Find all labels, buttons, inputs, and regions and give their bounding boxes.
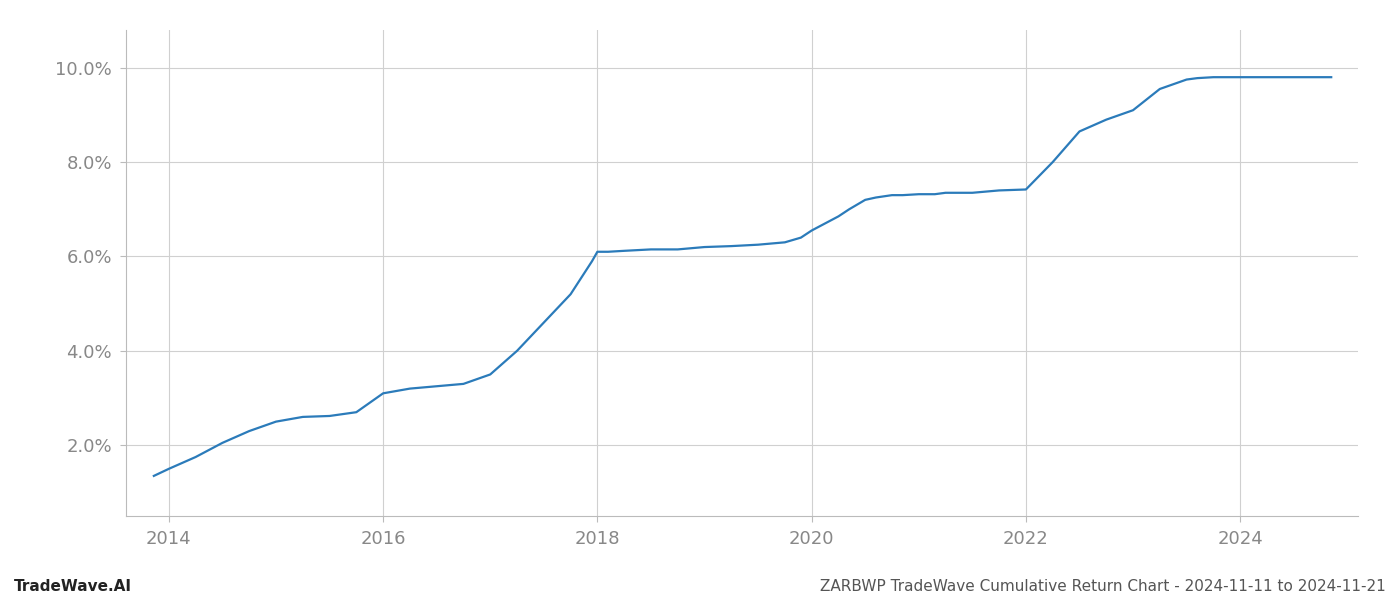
Text: TradeWave.AI: TradeWave.AI (14, 579, 132, 594)
Text: ZARBWP TradeWave Cumulative Return Chart - 2024-11-11 to 2024-11-21: ZARBWP TradeWave Cumulative Return Chart… (820, 579, 1386, 594)
